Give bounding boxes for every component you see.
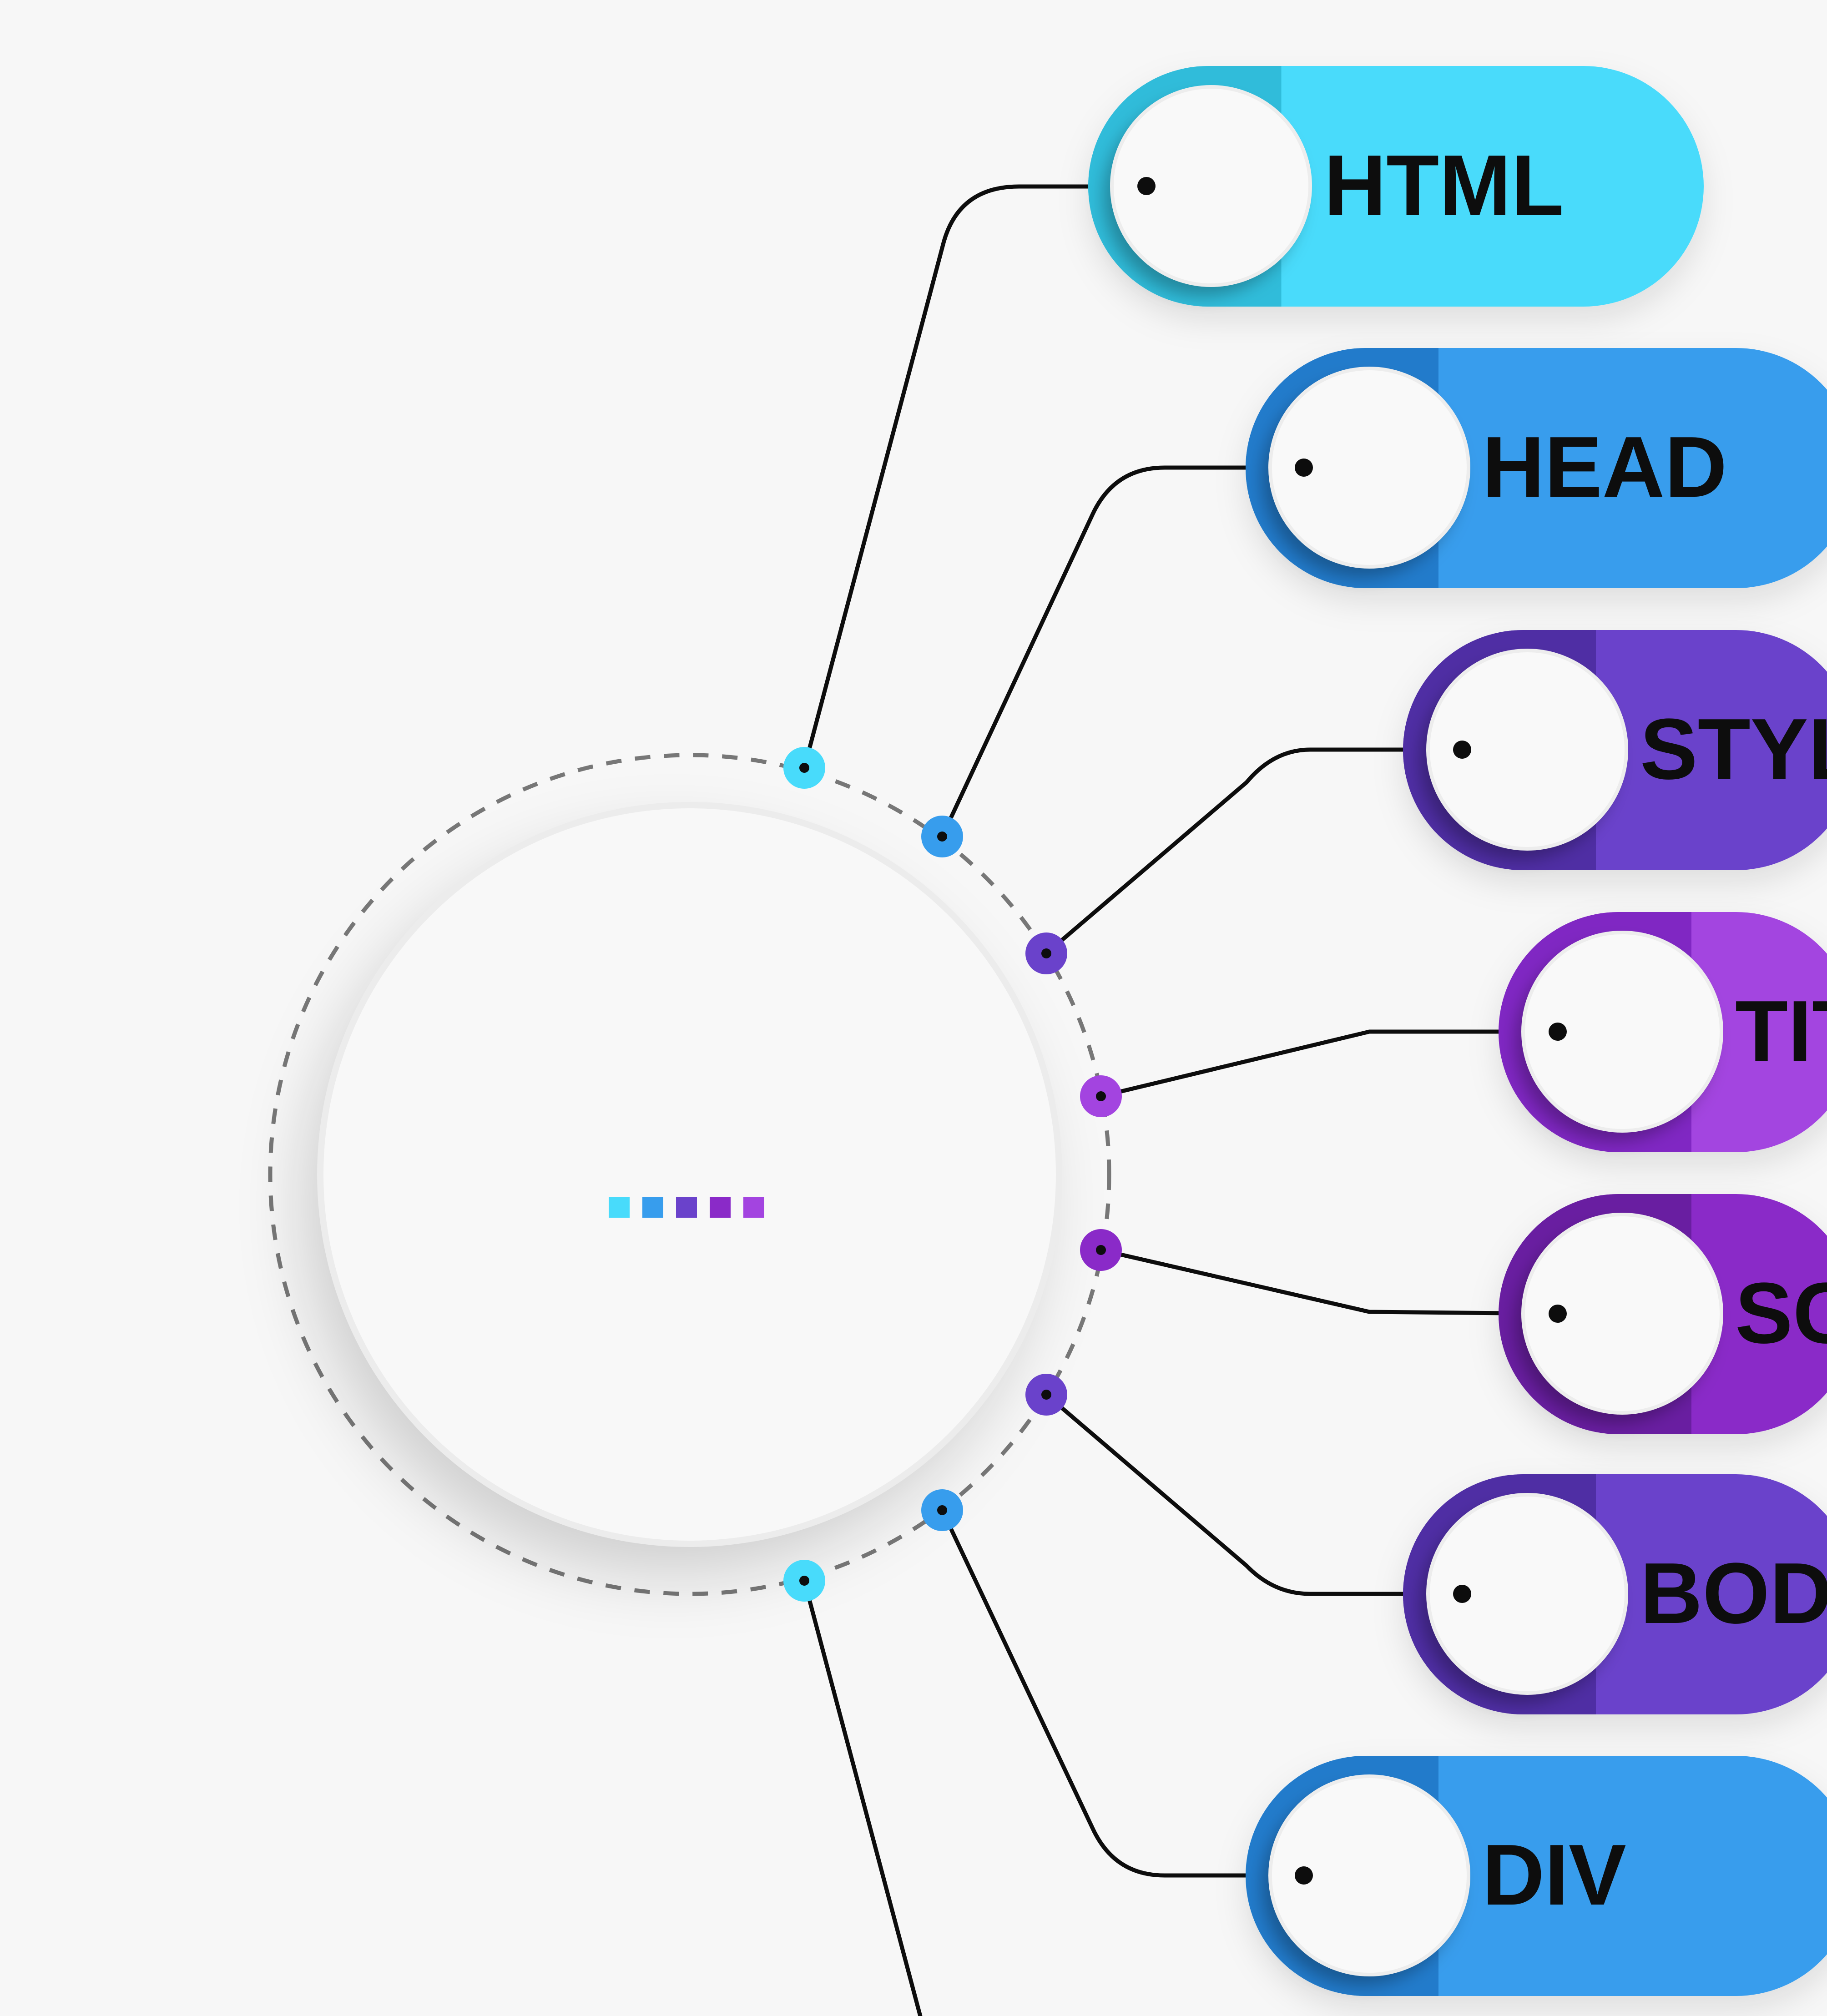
tag-knob xyxy=(1112,87,1310,285)
tag-node-body: BODY xyxy=(1403,1474,1827,1714)
connector-line-script xyxy=(1099,1248,1560,1316)
orbit-dot-center xyxy=(799,1576,809,1586)
tag-knob xyxy=(1523,932,1721,1131)
connector-line-extra xyxy=(802,1578,923,2016)
orbit-dots xyxy=(783,747,1122,1602)
connector-endpoint xyxy=(1453,741,1471,759)
orbit-dot-center xyxy=(1096,1245,1106,1255)
hub-square xyxy=(642,1197,663,1218)
tag-knob xyxy=(1523,1215,1721,1413)
tag-label-head: HEAD xyxy=(1482,419,1727,515)
connector-line-style xyxy=(1044,747,1464,956)
tag-node-style: STYLE xyxy=(1403,630,1827,870)
tag-nodes: HTML HEAD STYLE TITLE SCRIPT BODY DIV xyxy=(1088,66,1827,1996)
tag-knob xyxy=(1270,368,1469,567)
orbit-dot-center xyxy=(937,1505,947,1515)
connector-endpoint xyxy=(1453,1585,1471,1603)
orbit-dot-center xyxy=(1096,1091,1106,1101)
connector-endpoint xyxy=(1549,1023,1567,1041)
orbit-dot-center xyxy=(799,763,809,773)
dashed-orbit xyxy=(268,753,1111,1596)
tag-knob xyxy=(1270,1776,1469,1975)
connector-line-head xyxy=(940,465,1306,839)
connector-line-body xyxy=(1044,1392,1464,1596)
connector-endpoint xyxy=(1137,177,1156,195)
hub-square xyxy=(609,1197,630,1218)
hub-square xyxy=(743,1197,764,1218)
connector-endpoint xyxy=(1295,459,1313,477)
tag-knob xyxy=(1428,650,1626,849)
tag-knob xyxy=(1428,1495,1626,1693)
tag-label-title: TITLE xyxy=(1735,983,1827,1079)
tag-node-script: SCRIPT xyxy=(1499,1194,1827,1434)
center-hub xyxy=(268,753,1111,1596)
tag-node-html: HTML xyxy=(1088,66,1704,307)
tag-label-html: HTML xyxy=(1324,137,1564,234)
hub-square xyxy=(676,1197,697,1218)
orbit-dot-center xyxy=(1041,1390,1051,1400)
hub-color-squares xyxy=(609,1197,764,1218)
tag-label-style: STYLE xyxy=(1640,701,1827,797)
connector-line-div xyxy=(940,1508,1306,1878)
tag-label-div: DIV xyxy=(1482,1827,1626,1923)
orbit-dot-center xyxy=(1041,948,1051,958)
connector-lines xyxy=(802,184,1560,2016)
connector-endpoint xyxy=(1295,1866,1313,1885)
tag-node-title: TITLE xyxy=(1499,912,1827,1152)
connector-line-title xyxy=(1099,1029,1560,1099)
tag-node-head: HEAD xyxy=(1246,348,1827,588)
orbit-dot-center xyxy=(937,832,947,842)
tag-label-body: BODY xyxy=(1640,1545,1827,1642)
hub-square xyxy=(710,1197,731,1218)
connector-endpoint xyxy=(1549,1305,1567,1323)
tag-label-script: SCRIPT xyxy=(1735,1265,1827,1361)
tag-node-div: DIV xyxy=(1246,1756,1827,1996)
hub-disc xyxy=(320,805,1059,1544)
connector-line-html xyxy=(802,184,1149,770)
